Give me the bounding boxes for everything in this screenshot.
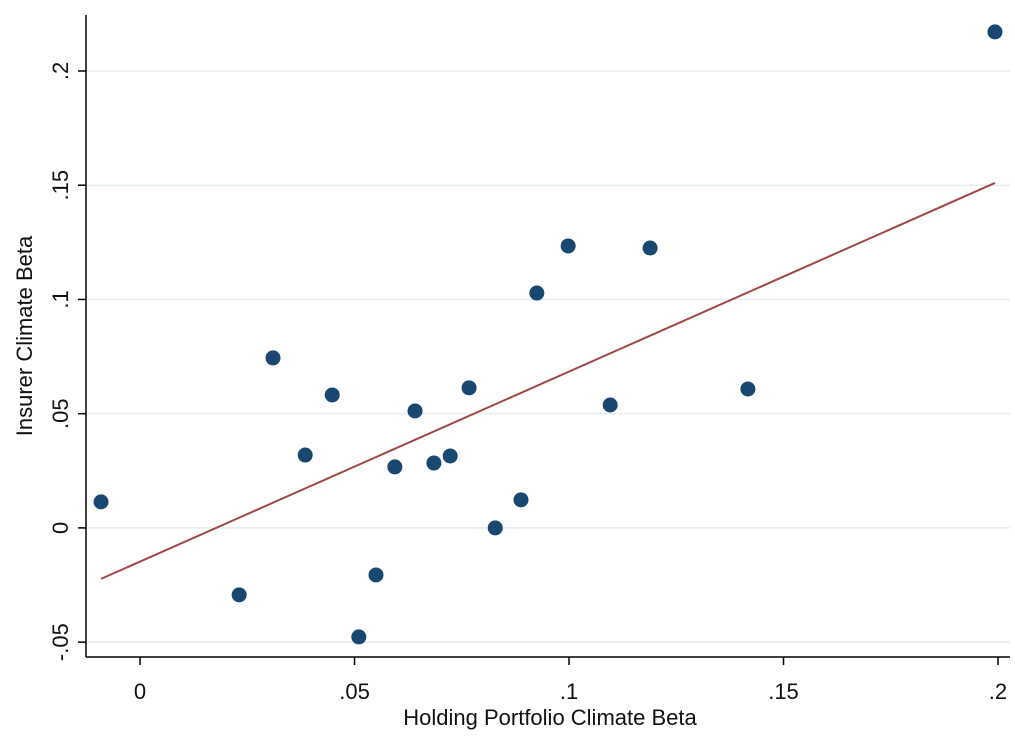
y-tick-label: -.05 bbox=[48, 623, 73, 661]
point bbox=[560, 238, 576, 254]
x-tick-label: .2 bbox=[989, 679, 1007, 704]
point bbox=[351, 629, 367, 645]
y-tick-label: .15 bbox=[48, 170, 73, 201]
x-axis-title: Holding Portfolio Climate Beta bbox=[403, 705, 697, 730]
x-tick-label: .15 bbox=[768, 679, 799, 704]
point bbox=[231, 587, 247, 603]
point bbox=[487, 520, 503, 536]
point bbox=[602, 397, 618, 413]
point bbox=[265, 350, 281, 366]
y-tick-label: .05 bbox=[48, 398, 73, 429]
point bbox=[407, 403, 423, 419]
point bbox=[426, 455, 442, 471]
point bbox=[387, 459, 403, 475]
fit-line bbox=[100, 182, 996, 580]
point bbox=[642, 240, 658, 256]
point bbox=[740, 381, 756, 397]
x-tick-label: .1 bbox=[560, 679, 578, 704]
point bbox=[93, 494, 109, 510]
y-axis-title: Insurer Climate Beta bbox=[12, 235, 37, 436]
y-tick-label: .2 bbox=[48, 62, 73, 80]
point bbox=[529, 285, 545, 301]
point bbox=[297, 447, 313, 463]
point bbox=[442, 448, 458, 464]
point bbox=[461, 380, 477, 396]
point bbox=[513, 492, 529, 508]
x-tick-label: .05 bbox=[339, 679, 370, 704]
point bbox=[987, 24, 1003, 40]
point bbox=[368, 567, 384, 583]
y-tick-label: .1 bbox=[48, 290, 73, 308]
point bbox=[324, 387, 340, 403]
y-tick-label: 0 bbox=[48, 522, 73, 534]
x-tick-label: 0 bbox=[134, 679, 146, 704]
